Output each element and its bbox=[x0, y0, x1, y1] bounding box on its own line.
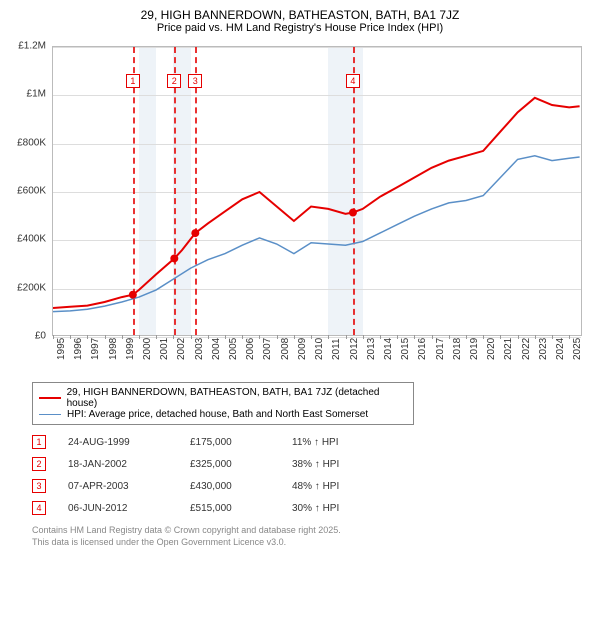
x-tick-label: 2022 bbox=[521, 338, 532, 360]
events-table: 1 24-AUG-1999 £175,000 11% ↑ HPI 2 18-JAN-200… bbox=[32, 431, 590, 519]
event-pct: 48% ↑ HPI bbox=[292, 481, 382, 492]
event-pct: 38% ↑ HPI bbox=[292, 459, 382, 470]
y-tick-label: £1.2M bbox=[18, 41, 46, 52]
legend-swatch-blue bbox=[39, 414, 61, 416]
x-tick-label: 1995 bbox=[56, 338, 67, 360]
chart-title: 29, HIGH BANNERDOWN, BATHEASTON, BATH, B… bbox=[10, 8, 590, 22]
footnote-line-2: This data is licensed under the Open Gov… bbox=[32, 537, 590, 549]
x-tick-label: 2024 bbox=[555, 338, 566, 360]
chart-subtitle: Price paid vs. HM Land Registry's House … bbox=[10, 22, 590, 34]
x-tick-label: 2011 bbox=[331, 338, 342, 360]
chart-container: 29, HIGH BANNERDOWN, BATHEASTON, BATH, B… bbox=[0, 0, 600, 556]
event-price: £175,000 bbox=[190, 437, 270, 448]
x-tick-label: 2000 bbox=[142, 338, 153, 360]
y-tick-label: £1M bbox=[27, 89, 46, 100]
event-row: 4 06-JUN-2012 £515,000 30% ↑ HPI bbox=[32, 497, 590, 519]
y-tick-label: £800K bbox=[17, 137, 46, 148]
event-dot-2 bbox=[170, 254, 178, 262]
legend: 29, HIGH BANNERDOWN, BATHEASTON, BATH, B… bbox=[32, 382, 414, 425]
x-tick-label: 2016 bbox=[417, 338, 428, 360]
x-tick-label: 2023 bbox=[538, 338, 549, 360]
legend-swatch-red bbox=[39, 397, 61, 399]
x-tick-label: 2002 bbox=[176, 338, 187, 360]
event-box: 3 bbox=[32, 479, 46, 493]
x-tick-label: 2008 bbox=[280, 338, 291, 360]
legend-item-hpi: HPI: Average price, detached house, Bath… bbox=[39, 409, 407, 420]
chart-area: £0 £200K £400K £600K £800K £1M £1.2M 1234 1995… bbox=[10, 38, 590, 378]
x-tick-label: 2015 bbox=[400, 338, 411, 360]
event-row: 1 24-AUG-1999 £175,000 11% ↑ HPI bbox=[32, 431, 590, 453]
legend-item-price: 29, HIGH BANNERDOWN, BATHEASTON, BATH, B… bbox=[39, 387, 407, 409]
legend-label-0: 29, HIGH BANNERDOWN, BATHEASTON, BATH, B… bbox=[67, 387, 407, 409]
series-price_paid bbox=[53, 98, 580, 308]
x-tick-label: 2007 bbox=[262, 338, 273, 360]
event-box: 2 bbox=[32, 457, 46, 471]
x-tick-label: 1997 bbox=[90, 338, 101, 360]
x-tick-label: 1996 bbox=[73, 338, 84, 360]
x-tick-label: 2025 bbox=[572, 338, 583, 360]
event-pct: 30% ↑ HPI bbox=[292, 503, 382, 514]
y-tick-label: £600K bbox=[17, 186, 46, 197]
series-hpi bbox=[53, 156, 580, 312]
event-date: 06-JUN-2012 bbox=[68, 503, 168, 514]
event-dot-1 bbox=[129, 291, 137, 299]
x-tick-label: 2009 bbox=[297, 338, 308, 360]
x-tick-label: 2018 bbox=[452, 338, 463, 360]
event-price: £430,000 bbox=[190, 481, 270, 492]
x-tick-label: 2021 bbox=[503, 338, 514, 360]
x-tick-label: 2010 bbox=[314, 338, 325, 360]
x-tick-label: 2013 bbox=[366, 338, 377, 360]
x-tick-label: 2019 bbox=[469, 338, 480, 360]
y-tick-label: £400K bbox=[17, 234, 46, 245]
x-tick-label: 2005 bbox=[228, 338, 239, 360]
y-tick-label: £200K bbox=[17, 282, 46, 293]
event-box: 4 bbox=[32, 501, 46, 515]
event-date: 24-AUG-1999 bbox=[68, 437, 168, 448]
x-axis: 1995 1996 1997 1998 1999 2000 2001 2002 2003 2004… bbox=[52, 338, 582, 378]
footnote: Contains HM Land Registry data © Crown c… bbox=[32, 525, 590, 548]
event-box: 1 bbox=[32, 435, 46, 449]
x-tick-label: 2004 bbox=[211, 338, 222, 360]
x-tick-label: 2014 bbox=[383, 338, 394, 360]
event-dot-4 bbox=[349, 209, 357, 217]
event-date: 18-JAN-2002 bbox=[68, 459, 168, 470]
event-dot-3 bbox=[191, 229, 199, 237]
plot-area: 1234 bbox=[52, 46, 582, 336]
event-row: 3 07-APR-2003 £430,000 48% ↑ HPI bbox=[32, 475, 590, 497]
event-row: 2 18-JAN-2002 £325,000 38% ↑ HPI bbox=[32, 453, 590, 475]
x-tick-label: 2012 bbox=[349, 338, 360, 360]
event-price: £515,000 bbox=[190, 503, 270, 514]
x-tick-label: 2020 bbox=[486, 338, 497, 360]
x-tick-label: 1998 bbox=[108, 338, 119, 360]
event-price: £325,000 bbox=[190, 459, 270, 470]
event-date: 07-APR-2003 bbox=[68, 481, 168, 492]
event-pct: 11% ↑ HPI bbox=[292, 437, 382, 448]
y-axis: £0£200K£400K£600K£800K£1M£1.2M bbox=[10, 46, 50, 336]
footnote-line-1: Contains HM Land Registry data © Crown c… bbox=[32, 525, 590, 537]
x-tick-label: 1999 bbox=[125, 338, 136, 360]
y-tick-label: £0 bbox=[35, 331, 46, 342]
x-tick-label: 2006 bbox=[245, 338, 256, 360]
legend-label-1: HPI: Average price, detached house, Bath… bbox=[67, 409, 368, 420]
x-tick-label: 2001 bbox=[159, 338, 170, 360]
x-tick-label: 2017 bbox=[435, 338, 446, 360]
x-tick-label: 2003 bbox=[194, 338, 205, 360]
